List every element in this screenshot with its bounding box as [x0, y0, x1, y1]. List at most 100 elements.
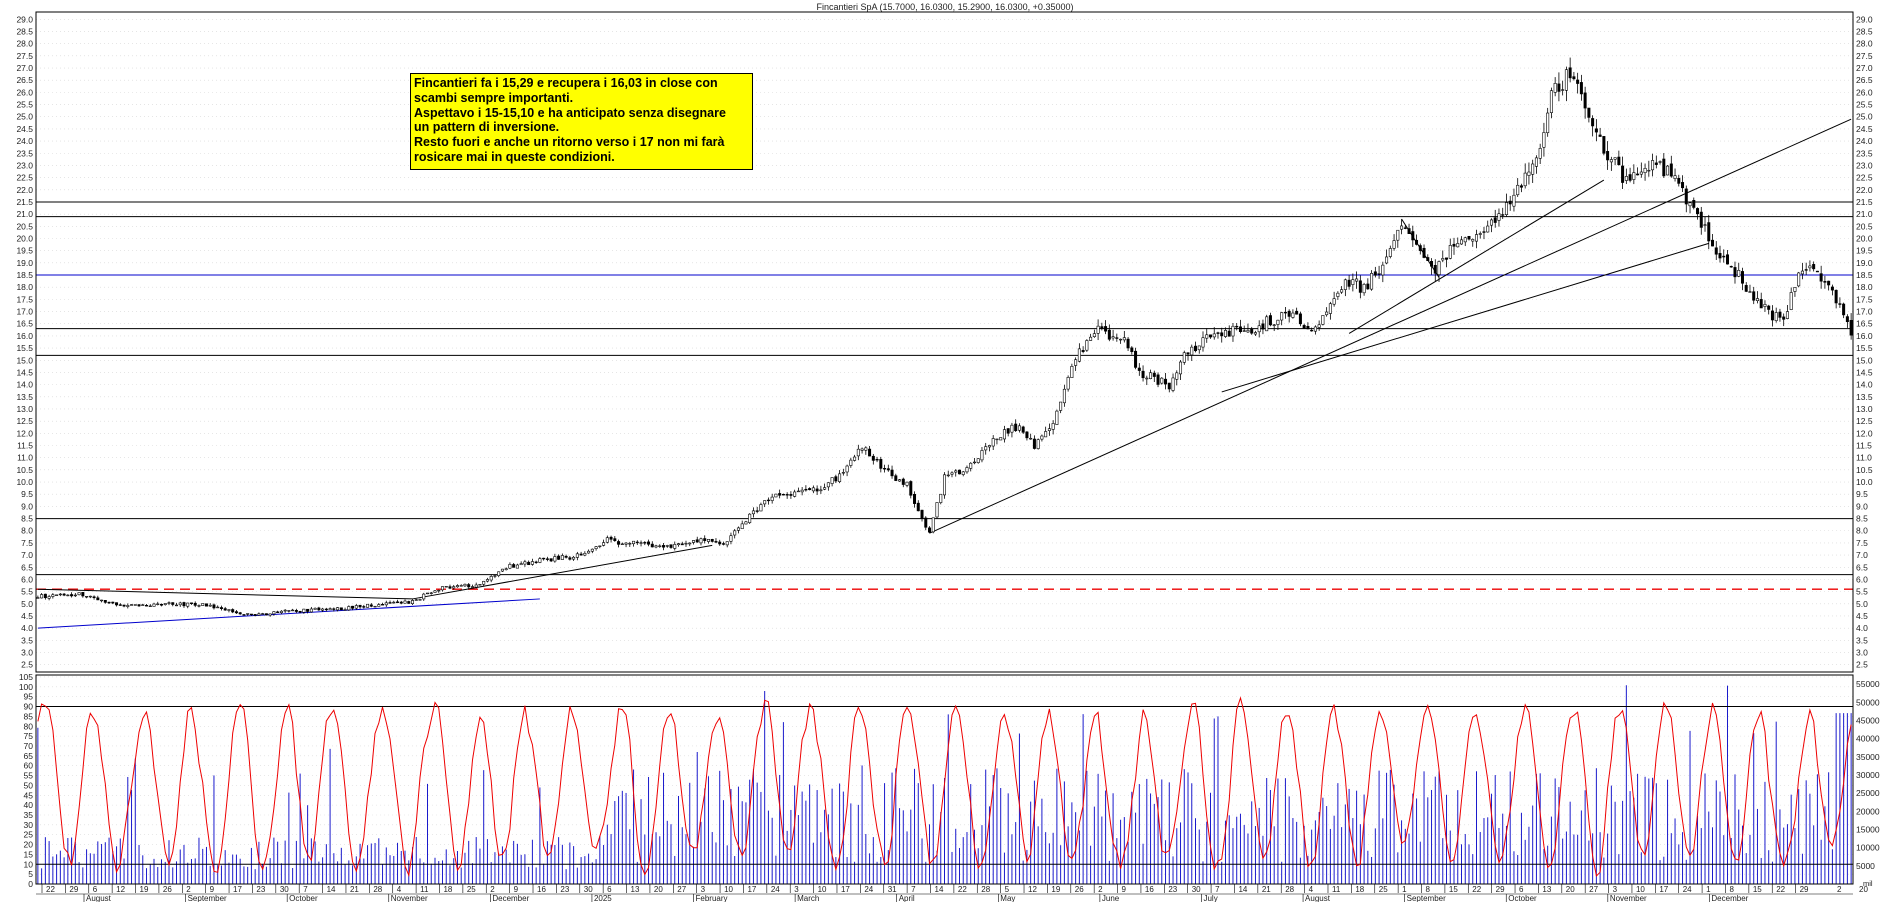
- candle-body: [81, 592, 85, 597]
- candle-body: [684, 542, 688, 545]
- candle-body: [1047, 428, 1051, 431]
- candle-body: [504, 568, 508, 571]
- candle-body: [624, 542, 628, 545]
- candle-body: [1152, 372, 1156, 377]
- time-tick-label: 23: [560, 885, 569, 894]
- time-tick-label: 21: [350, 885, 359, 894]
- candle-body: [995, 438, 999, 441]
- trendline: [929, 118, 1852, 534]
- candle-body: [92, 596, 96, 599]
- y-tick-label-left: 22.0: [16, 185, 33, 195]
- candle-body: [1497, 213, 1501, 221]
- y-tick-label-right: 18.0: [1856, 282, 1873, 292]
- candle-body: [1358, 280, 1362, 293]
- candle-body: [969, 462, 973, 469]
- candle-body: [1557, 83, 1561, 92]
- candle-body: [313, 607, 317, 610]
- y-tick-label-left: 15.0: [16, 355, 33, 365]
- volume-tick-label-right: 30000: [1856, 770, 1880, 780]
- candle-body: [961, 471, 965, 475]
- candle-body: [186, 602, 190, 607]
- candle-body: [96, 597, 100, 601]
- y-tick-label-left: 13.0: [16, 404, 33, 414]
- volume-tick-label-right: 50000: [1856, 697, 1880, 707]
- candle-body: [1553, 83, 1557, 93]
- candle-body: [886, 468, 890, 471]
- y-tick-label-right: 15.0: [1856, 355, 1873, 365]
- candle-body: [219, 607, 223, 609]
- candle-body: [515, 564, 519, 569]
- candle-body: [1070, 366, 1074, 378]
- candle-body: [407, 601, 411, 604]
- y-tick-label-left: 24.5: [16, 124, 33, 134]
- candle-body: [1478, 233, 1482, 235]
- candle-body: [1291, 312, 1295, 318]
- candle-body: [152, 603, 156, 607]
- candle-body: [804, 488, 808, 491]
- candle-body: [950, 472, 954, 475]
- osc-tick-label-left: 60: [24, 761, 34, 771]
- y-tick-label-left: 9.0: [21, 501, 33, 511]
- candle-body: [1205, 334, 1209, 339]
- candle-body: [1328, 303, 1332, 314]
- y-tick-label-left: 11.5: [17, 441, 33, 451]
- y-tick-label-left: 10.0: [16, 477, 33, 487]
- y-tick-label-left: 3.0: [21, 648, 33, 658]
- candle-body: [1407, 228, 1411, 234]
- note-line: un pattern di inversione.: [414, 120, 560, 135]
- candle-body: [1711, 239, 1715, 247]
- candle-body: [1145, 377, 1149, 380]
- trendline: [1221, 242, 1709, 393]
- candle-body: [126, 605, 130, 607]
- candle-body: [1074, 359, 1078, 366]
- candle-body: [1107, 329, 1111, 340]
- candle-body: [1437, 261, 1441, 275]
- candle-body: [718, 541, 722, 545]
- time-tick-label: 7: [303, 885, 308, 894]
- candle-body: [1306, 325, 1310, 330]
- candle-body: [706, 539, 710, 542]
- candle-body: [1654, 162, 1658, 165]
- time-tick-label: 17: [841, 885, 850, 894]
- candle-body: [1606, 151, 1610, 161]
- candle-body: [811, 487, 815, 492]
- candle-body: [1235, 325, 1239, 328]
- y-tick-label-left: 21.5: [16, 197, 33, 207]
- oscillator-levels: [36, 706, 1853, 865]
- candle-body: [403, 600, 407, 604]
- candle-body: [987, 445, 991, 448]
- candle-body: [1456, 243, 1460, 248]
- y-tick-label-left: 19.0: [16, 258, 33, 268]
- candle-body: [392, 601, 396, 604]
- y-tick-label-left: 16.0: [16, 331, 33, 341]
- y-tick-label-left: 14.5: [16, 367, 33, 377]
- candle-body: [710, 539, 714, 542]
- candle-body: [1624, 176, 1628, 181]
- candle-body: [85, 596, 89, 598]
- candle-body: [1658, 161, 1662, 163]
- candle-body: [470, 586, 474, 588]
- candle-body: [1441, 258, 1445, 261]
- osc-tick-label-left: 35: [24, 810, 34, 820]
- y-tick-label-right: 20.5: [1856, 221, 1873, 231]
- candle-body: [1538, 148, 1542, 159]
- candle-body: [276, 611, 280, 613]
- candle-body: [1564, 69, 1568, 91]
- volume-tick-label-right: 15000: [1856, 824, 1880, 834]
- y-tick-label-left: 14.0: [16, 380, 33, 390]
- candle-body: [1617, 156, 1621, 166]
- candle-body: [984, 446, 988, 451]
- candle-body: [800, 489, 804, 493]
- candle-body: [47, 596, 51, 599]
- candle-body: [1276, 319, 1280, 325]
- candle-body: [635, 541, 639, 544]
- candle-body: [1639, 171, 1643, 175]
- time-axis: 22 29 6 12 19 26 2 9 17 23 30 7 14 21 28 4 11 18 25 2 9 16 23 3…: [36, 879, 1873, 902]
- candle-body: [778, 493, 782, 496]
- osc-tick-label-left: 0: [28, 879, 33, 889]
- candle-body: [519, 563, 523, 566]
- candle-body: [549, 558, 553, 562]
- candle-body: [302, 608, 306, 613]
- y-tick-label-right: 11.0: [1856, 453, 1872, 463]
